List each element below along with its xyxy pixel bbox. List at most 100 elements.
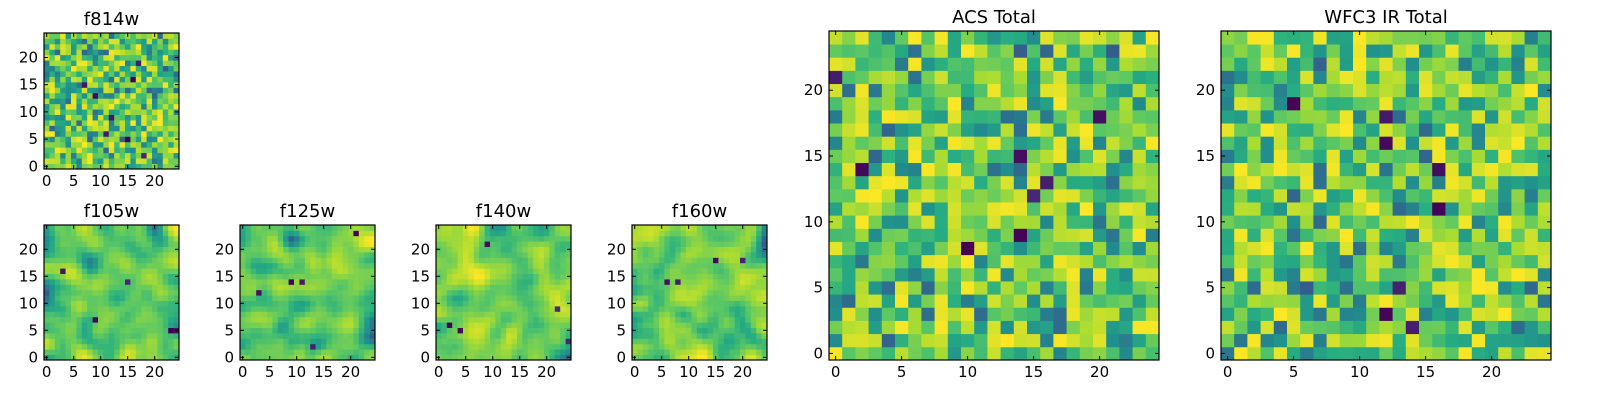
heatmap-cell [713,252,719,258]
heatmap-cell [261,268,268,274]
heatmap-cell [718,311,725,318]
heatmap-cell [441,279,448,285]
heatmap-cell [484,235,491,242]
heatmap-cell [168,306,174,312]
heatmap-cell [1247,267,1261,282]
heatmap-cell [538,289,545,296]
heatmap-cell [98,257,104,264]
heatmap-cell [304,235,311,242]
heatmap-cell [49,349,56,355]
heatmap-cell [446,343,453,350]
heatmap-cell [533,235,539,242]
heatmap-cell [441,322,448,328]
heatmap-cell [745,327,752,334]
heatmap-cell [1247,215,1261,229]
heatmap-cell [135,125,142,132]
heatmap-cell [637,333,644,339]
heatmap-cell [713,257,719,264]
heatmap-cell [1445,307,1459,321]
heatmap-cell [65,43,72,50]
heatmap-cell [157,284,164,291]
heatmap-cell [446,354,453,361]
heatmap-cell [337,311,343,318]
heatmap-cell [868,149,883,163]
heatmap-cell [756,349,762,355]
heatmap-cell [457,230,464,237]
heatmap-cell [146,343,153,350]
heatmap-cell [463,338,469,345]
heatmap-cell [162,38,169,45]
heatmap-cell [60,311,66,318]
heatmap-cell [1093,202,1107,216]
heatmap-cell [152,152,158,159]
heatmap-cell [173,65,180,72]
heatmap-cell [533,295,539,301]
heatmap-cell [691,252,698,258]
heatmap-cell [168,262,174,269]
heatmap-cell [152,252,158,258]
heatmap-cell [707,338,714,345]
heatmap-cell [141,152,147,159]
heatmap-cell [702,316,708,323]
heatmap-cell [342,241,349,247]
heatmap-cell [1419,294,1433,308]
heatmap-cell [114,158,120,164]
heatmap-cell [1471,136,1486,150]
heatmap-cell [81,311,88,318]
heatmap-cell [119,354,126,361]
heatmap-cell [484,354,491,361]
heatmap-cell [98,284,104,291]
heatmap-cell [1132,83,1147,98]
heatmap-cell [1000,320,1015,335]
heatmap-cell [961,109,975,124]
heatmap-cell [1537,188,1552,203]
heatmap-cell [1013,136,1028,150]
heatmap-cell [1287,162,1301,177]
heatmap-cell [240,338,246,345]
heatmap-cell [240,306,246,312]
heatmap-cell [675,295,681,301]
heatmap-cell [1405,228,1420,242]
heatmap-cell [288,284,295,291]
heatmap-cell [87,316,93,323]
heatmap-cell [119,71,126,77]
heatmap-cell [473,316,480,323]
heatmap-cell [250,295,257,301]
heatmap-cell [364,268,370,274]
heatmap-cell [1445,241,1459,256]
heatmap-cell [119,252,126,258]
heatmap-cell [173,284,180,291]
heatmap-cell [1106,267,1120,282]
heatmap-cell [162,311,169,318]
heatmap-cell [1511,96,1525,111]
heatmap-cell [1013,241,1028,256]
heatmap-cell [1353,241,1367,256]
heatmap-cell [761,230,768,237]
heatmap-cell [240,230,246,237]
heatmap-cell [1445,109,1459,124]
heatmap-cell [664,257,671,264]
heatmap-cell [331,349,338,355]
heatmap-cell [675,257,681,264]
heatmap-cell [76,163,83,170]
heatmap-cell [44,152,50,159]
heatmap-cell [146,284,153,291]
heatmap-cell [718,225,725,231]
heatmap-cell [560,262,566,269]
heatmap-cell [348,316,354,323]
heatmap-cell [696,322,703,328]
heatmap-cell [664,316,671,323]
heatmap-cell [304,327,311,334]
x-tick-label: 0 [831,363,841,381]
heatmap-cell [130,354,137,361]
heatmap-cell [1379,136,1393,150]
heatmap-cell [1066,57,1081,71]
heatmap-cell [468,300,475,307]
heatmap-cell [974,136,988,150]
heatmap-cell [108,130,115,137]
x-tick-label: 0 [238,363,248,381]
heatmap-cell [152,43,158,50]
heatmap-cell [680,295,687,301]
heatmap-cell [92,327,99,334]
